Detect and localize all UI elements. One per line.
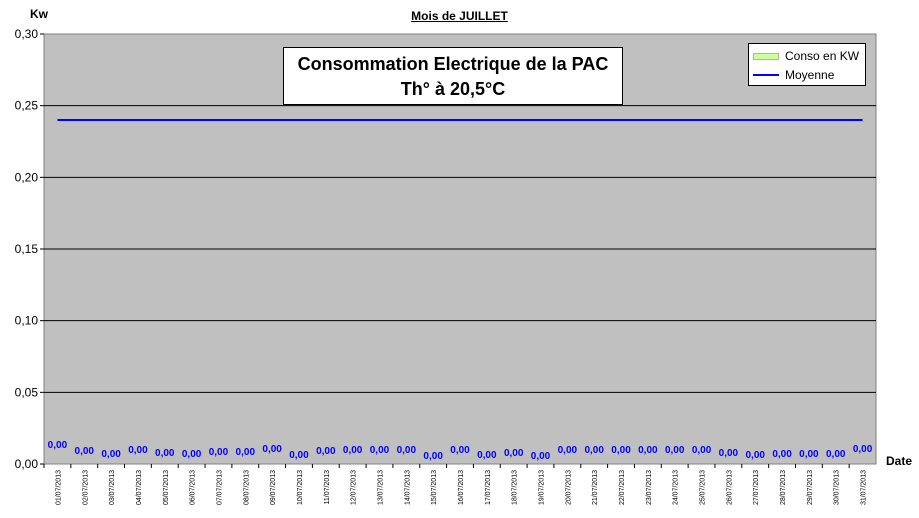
y-tick-label: 0,20 xyxy=(15,170,39,184)
x-tick-label: 02/07/2013 xyxy=(82,470,89,505)
bar-data-label: 0,00 xyxy=(638,445,658,456)
x-tick-label: 16/07/2013 xyxy=(458,470,465,505)
x-tick-label: 01/07/2013 xyxy=(55,470,62,505)
x-tick-label: 23/07/2013 xyxy=(646,470,653,505)
legend-swatch-moyenne xyxy=(753,74,779,76)
x-tick-label: 28/07/2013 xyxy=(780,470,787,505)
bar-data-label: 0,00 xyxy=(719,448,739,459)
bar-data-label: 0,00 xyxy=(611,445,631,456)
y-tick-label: 0,25 xyxy=(15,99,39,113)
x-tick-label: 07/07/2013 xyxy=(216,470,223,505)
x-tick-label: 09/07/2013 xyxy=(270,470,277,505)
legend-label-moyenne: Moyenne xyxy=(785,68,835,82)
x-axis-unit: Date xyxy=(886,454,913,468)
y-tick-label: 0,30 xyxy=(15,27,39,41)
bar-data-label: 0,00 xyxy=(531,451,551,462)
bar-data-label: 0,00 xyxy=(370,445,390,456)
x-tick-label: 20/07/2013 xyxy=(565,470,572,505)
bar-data-label: 0,00 xyxy=(799,449,819,460)
bar-data-label: 0,00 xyxy=(75,446,95,457)
chart-title-line2: Th° à 20,5°C xyxy=(400,79,506,99)
bar-data-label: 0,00 xyxy=(236,447,256,458)
bar-data-label: 0,00 xyxy=(558,445,578,456)
legend-swatch-conso xyxy=(753,53,779,60)
x-tick-labels: 01/07/2013 02/07/2013 03/07/2013 04/07/2013… xyxy=(43,464,868,505)
x-tick-label: 03/07/2013 xyxy=(109,470,116,505)
x-tick-label: 21/07/2013 xyxy=(592,470,599,505)
x-tick-label: 22/07/2013 xyxy=(619,470,626,505)
y-tick-label: 0,00 xyxy=(15,457,39,471)
x-tick-label: 08/07/2013 xyxy=(243,470,250,505)
y-tick-label: 0,10 xyxy=(15,314,39,328)
bar-data-label: 0,00 xyxy=(343,445,363,456)
x-tick-label: 25/07/2013 xyxy=(700,470,707,505)
legend-label-conso: Conso en KW xyxy=(785,49,860,63)
bar-data-label: 0,00 xyxy=(128,445,148,456)
legend: Conso en KW Moyenne xyxy=(748,43,866,86)
x-tick-label: 13/07/2013 xyxy=(377,470,384,505)
bar-data-label: 0,00 xyxy=(209,447,229,458)
x-tick-label: 12/07/2013 xyxy=(351,470,358,505)
chart-title-line1: Consommation Electrique de la PAC xyxy=(297,54,609,74)
x-tick-label: 04/07/2013 xyxy=(136,470,143,505)
x-tick-label: 26/07/2013 xyxy=(726,470,733,505)
bar-data-label: 0,00 xyxy=(665,445,685,456)
y-axis-unit: Kw xyxy=(30,7,48,21)
bar-data-label: 0,00 xyxy=(692,445,712,456)
y-tick-label: 0,05 xyxy=(15,385,39,399)
bar-data-label: 0,00 xyxy=(101,449,121,460)
chart-title-box: Consommation Electrique de la PAC Th° à … xyxy=(283,47,623,105)
x-tick-label: 27/07/2013 xyxy=(753,470,760,505)
bar-data-label: 0,00 xyxy=(262,444,282,455)
x-tick-label: 17/07/2013 xyxy=(485,470,492,505)
bar-data-label: 0,00 xyxy=(826,449,846,460)
x-tick-label: 15/07/2013 xyxy=(431,470,438,505)
x-tick-label: 24/07/2013 xyxy=(673,470,680,505)
bar-data-label: 0,00 xyxy=(450,445,470,456)
bar-data-label: 0,00 xyxy=(772,449,792,460)
x-tick-label: 31/07/2013 xyxy=(861,470,868,505)
x-tick-label: 18/07/2013 xyxy=(512,470,519,505)
x-tick-label: 10/07/2013 xyxy=(297,470,304,505)
y-tick-label: 0,15 xyxy=(15,242,39,256)
bar-data-label: 0,00 xyxy=(477,450,497,461)
x-tick-label: 29/07/2013 xyxy=(807,470,814,505)
bar-data-label: 0,00 xyxy=(584,445,604,456)
gridlines xyxy=(44,105,876,393)
bar-data-label: 0,00 xyxy=(316,446,336,457)
x-tick-label: 30/07/2013 xyxy=(834,470,841,505)
x-tick-label: 05/07/2013 xyxy=(163,470,170,505)
chart-month-title: Mois de JUILLET xyxy=(411,9,508,23)
y-tick-labels: 0,00 0,05 0,10 0,15 0,20 0,25 0,30 xyxy=(15,27,44,471)
bar-data-label: 0,00 xyxy=(182,449,202,460)
bar-data-label: 0,00 xyxy=(155,448,175,459)
bar-data-label: 0,00 xyxy=(853,444,873,455)
bar-data-label: 0,00 xyxy=(397,445,417,456)
x-tick-label: 11/07/2013 xyxy=(324,470,331,505)
x-tick-label: 14/07/2013 xyxy=(404,470,411,505)
bar-data-labels: 0,00 0,00 0,00 0,00 0,00 0,00 0,00 0,00 0,00 0,00… xyxy=(48,440,873,462)
bar-data-label: 0,00 xyxy=(48,440,68,451)
bar-data-label: 0,00 xyxy=(745,450,765,461)
bar-data-label: 0,00 xyxy=(289,450,309,461)
x-tick-label: 06/07/2013 xyxy=(190,470,197,505)
bar-data-label: 0,00 xyxy=(423,451,443,462)
x-tick-label: 19/07/2013 xyxy=(539,470,546,505)
bar-data-label: 0,00 xyxy=(504,448,524,459)
